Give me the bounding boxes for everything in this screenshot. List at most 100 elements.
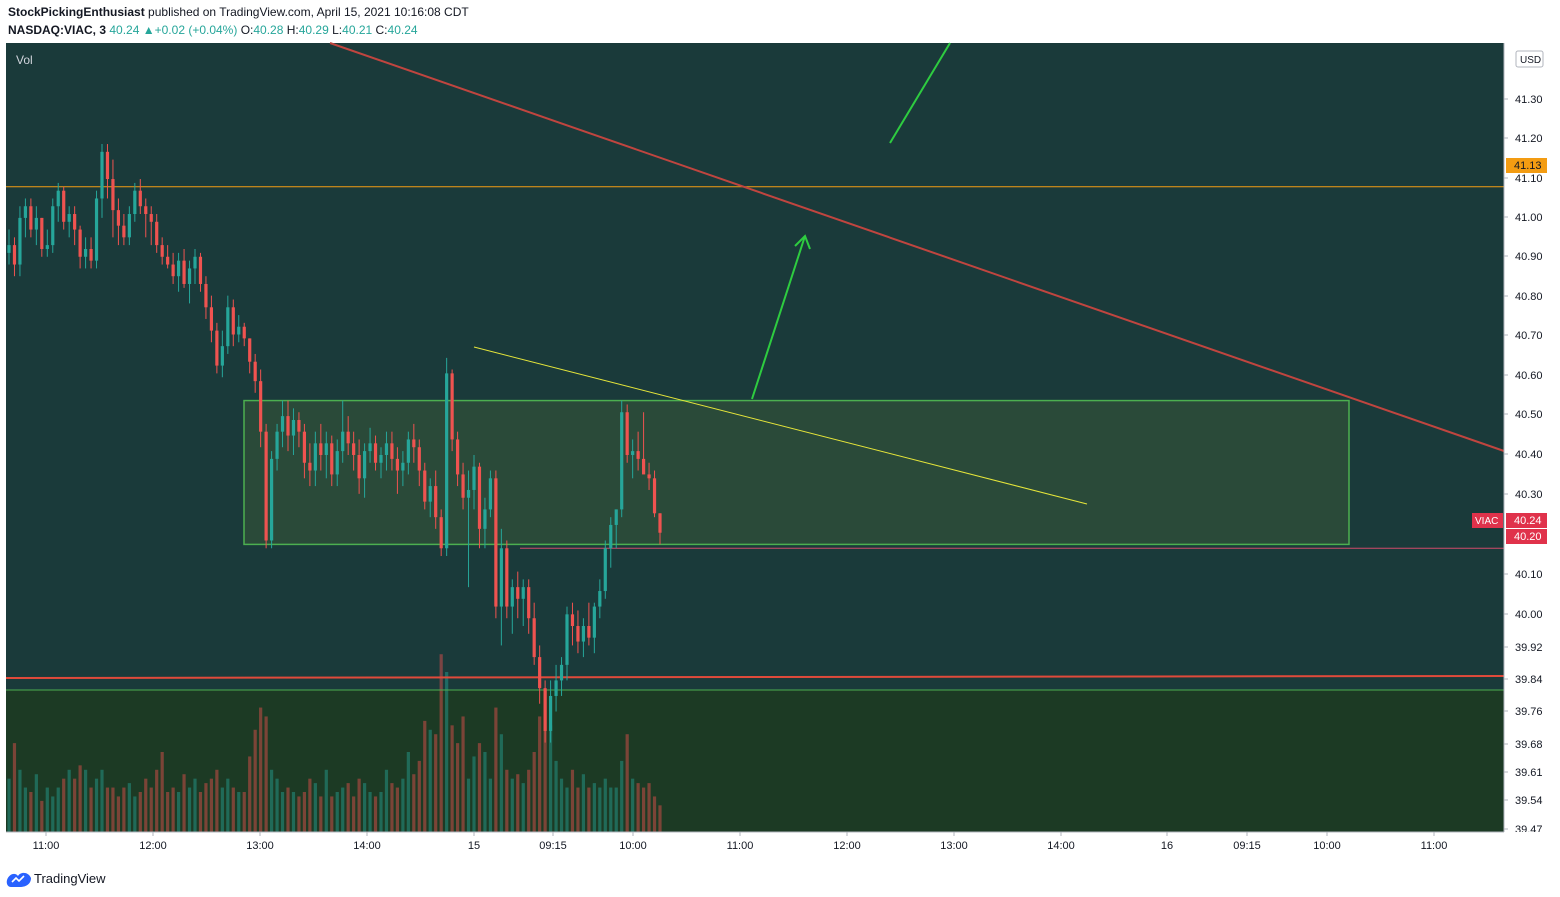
candle-body bbox=[455, 439, 460, 475]
candle-body bbox=[335, 451, 339, 475]
candle-body bbox=[417, 447, 421, 471]
major-support-line bbox=[5, 675, 1505, 679]
candle bbox=[215, 322, 219, 374]
candle bbox=[603, 540, 607, 599]
volume-bar bbox=[439, 654, 443, 832]
low-value: 40.21 bbox=[342, 23, 373, 37]
candle bbox=[373, 435, 378, 471]
volume-bar bbox=[494, 707, 498, 832]
candle bbox=[204, 276, 208, 319]
publish-text: published on TradingView.com, April 15, … bbox=[148, 5, 469, 19]
volume-bar bbox=[269, 769, 274, 832]
volume-bar bbox=[237, 792, 241, 832]
trendlines[interactable] bbox=[329, 42, 1505, 505]
horizontal-levels[interactable] bbox=[5, 186, 1505, 691]
volume-bar bbox=[73, 778, 77, 832]
consolidation-box[interactable] bbox=[243, 399, 1350, 546]
candle bbox=[67, 206, 71, 238]
candle bbox=[352, 431, 356, 471]
candle-body bbox=[226, 307, 230, 347]
candle bbox=[461, 462, 465, 510]
volume-bar bbox=[324, 769, 328, 832]
candle bbox=[559, 657, 564, 696]
up-arrow-2-shaft bbox=[889, 42, 951, 144]
candle bbox=[406, 431, 410, 475]
high-value: 40.29 bbox=[298, 23, 329, 37]
candle bbox=[302, 423, 307, 479]
volume-bar bbox=[51, 796, 55, 832]
projection-arrows[interactable] bbox=[751, 42, 951, 400]
candle-body bbox=[565, 614, 569, 665]
time-tick-label: 11:00 bbox=[727, 840, 754, 852]
candle bbox=[166, 245, 170, 269]
price-tick-label: 39.54 bbox=[1515, 795, 1543, 807]
candle bbox=[248, 338, 252, 374]
volume-bar bbox=[631, 778, 635, 832]
chart-footer: TradingView bbox=[0, 862, 1560, 897]
candle-body bbox=[275, 431, 279, 459]
time-tick-label: 16 bbox=[1161, 840, 1173, 852]
candle bbox=[45, 229, 49, 257]
volume-bar bbox=[390, 783, 394, 832]
price-axis[interactable]: 41.30 41.20 41.10 41.00 40.90 40.80 40.70 40.60… bbox=[1503, 43, 1560, 836]
candle bbox=[133, 182, 137, 222]
candle-body bbox=[620, 412, 624, 510]
volume-bar bbox=[598, 787, 602, 832]
volume-bar bbox=[428, 729, 432, 832]
time-axis[interactable]: 11:00 12:00 13:00 14:00 15 09:15 10:00 11:00 12:… bbox=[0, 831, 1560, 862]
candle-body bbox=[362, 451, 367, 479]
volume-bar bbox=[330, 796, 334, 832]
tradingview-logo-icon[interactable] bbox=[6, 870, 32, 888]
candle bbox=[631, 439, 635, 479]
candle-body bbox=[155, 221, 159, 246]
candle bbox=[510, 579, 514, 634]
volume-bar bbox=[187, 787, 192, 832]
candle bbox=[209, 295, 214, 343]
candle bbox=[548, 680, 553, 743]
volume-bar bbox=[450, 725, 454, 832]
candle-body bbox=[532, 618, 536, 658]
volume-bar bbox=[133, 796, 137, 832]
candle bbox=[111, 159, 115, 238]
volume-bar bbox=[67, 769, 71, 832]
tradingview-brand[interactable]: TradingView bbox=[34, 871, 106, 886]
volume-bar bbox=[226, 778, 230, 832]
candle bbox=[543, 680, 547, 743]
currency-badge bbox=[1515, 50, 1544, 68]
volume-bar bbox=[89, 787, 93, 832]
volume-bar bbox=[647, 783, 651, 832]
candle-body bbox=[111, 179, 115, 211]
candle-body bbox=[7, 245, 11, 253]
candle-body bbox=[554, 680, 558, 696]
time-tick-label: 14:00 bbox=[353, 840, 381, 852]
volume-bar bbox=[472, 756, 476, 832]
candle-body bbox=[237, 326, 241, 335]
volume-bar bbox=[570, 769, 575, 832]
symbol-label[interactable]: NASDAQ:VIAC, 3 bbox=[8, 23, 107, 37]
author-name[interactable]: StockPickingEnthusiast bbox=[8, 5, 145, 19]
candle bbox=[231, 299, 235, 347]
candle-body bbox=[527, 587, 531, 619]
candle-body bbox=[12, 245, 17, 265]
candle-body bbox=[40, 217, 44, 249]
candle-body bbox=[516, 587, 520, 599]
volume-bar bbox=[308, 778, 312, 832]
volume-bar bbox=[581, 774, 586, 832]
candle bbox=[439, 509, 443, 557]
time-tick-label: 10:00 bbox=[1313, 840, 1341, 852]
candle-body bbox=[144, 206, 148, 215]
volume-bars bbox=[7, 654, 662, 832]
volume-bar bbox=[521, 783, 525, 832]
candle bbox=[269, 451, 274, 549]
volume-bar bbox=[149, 787, 153, 832]
time-tick-label: 11:00 bbox=[1421, 840, 1448, 852]
volume-bar bbox=[423, 720, 427, 832]
candle bbox=[149, 206, 153, 246]
volume-bar bbox=[297, 796, 301, 832]
volume-bar bbox=[417, 760, 421, 832]
volume-bar bbox=[641, 787, 646, 832]
candle-body bbox=[176, 260, 181, 277]
volume-bar bbox=[253, 729, 257, 832]
candle-body bbox=[264, 431, 268, 541]
